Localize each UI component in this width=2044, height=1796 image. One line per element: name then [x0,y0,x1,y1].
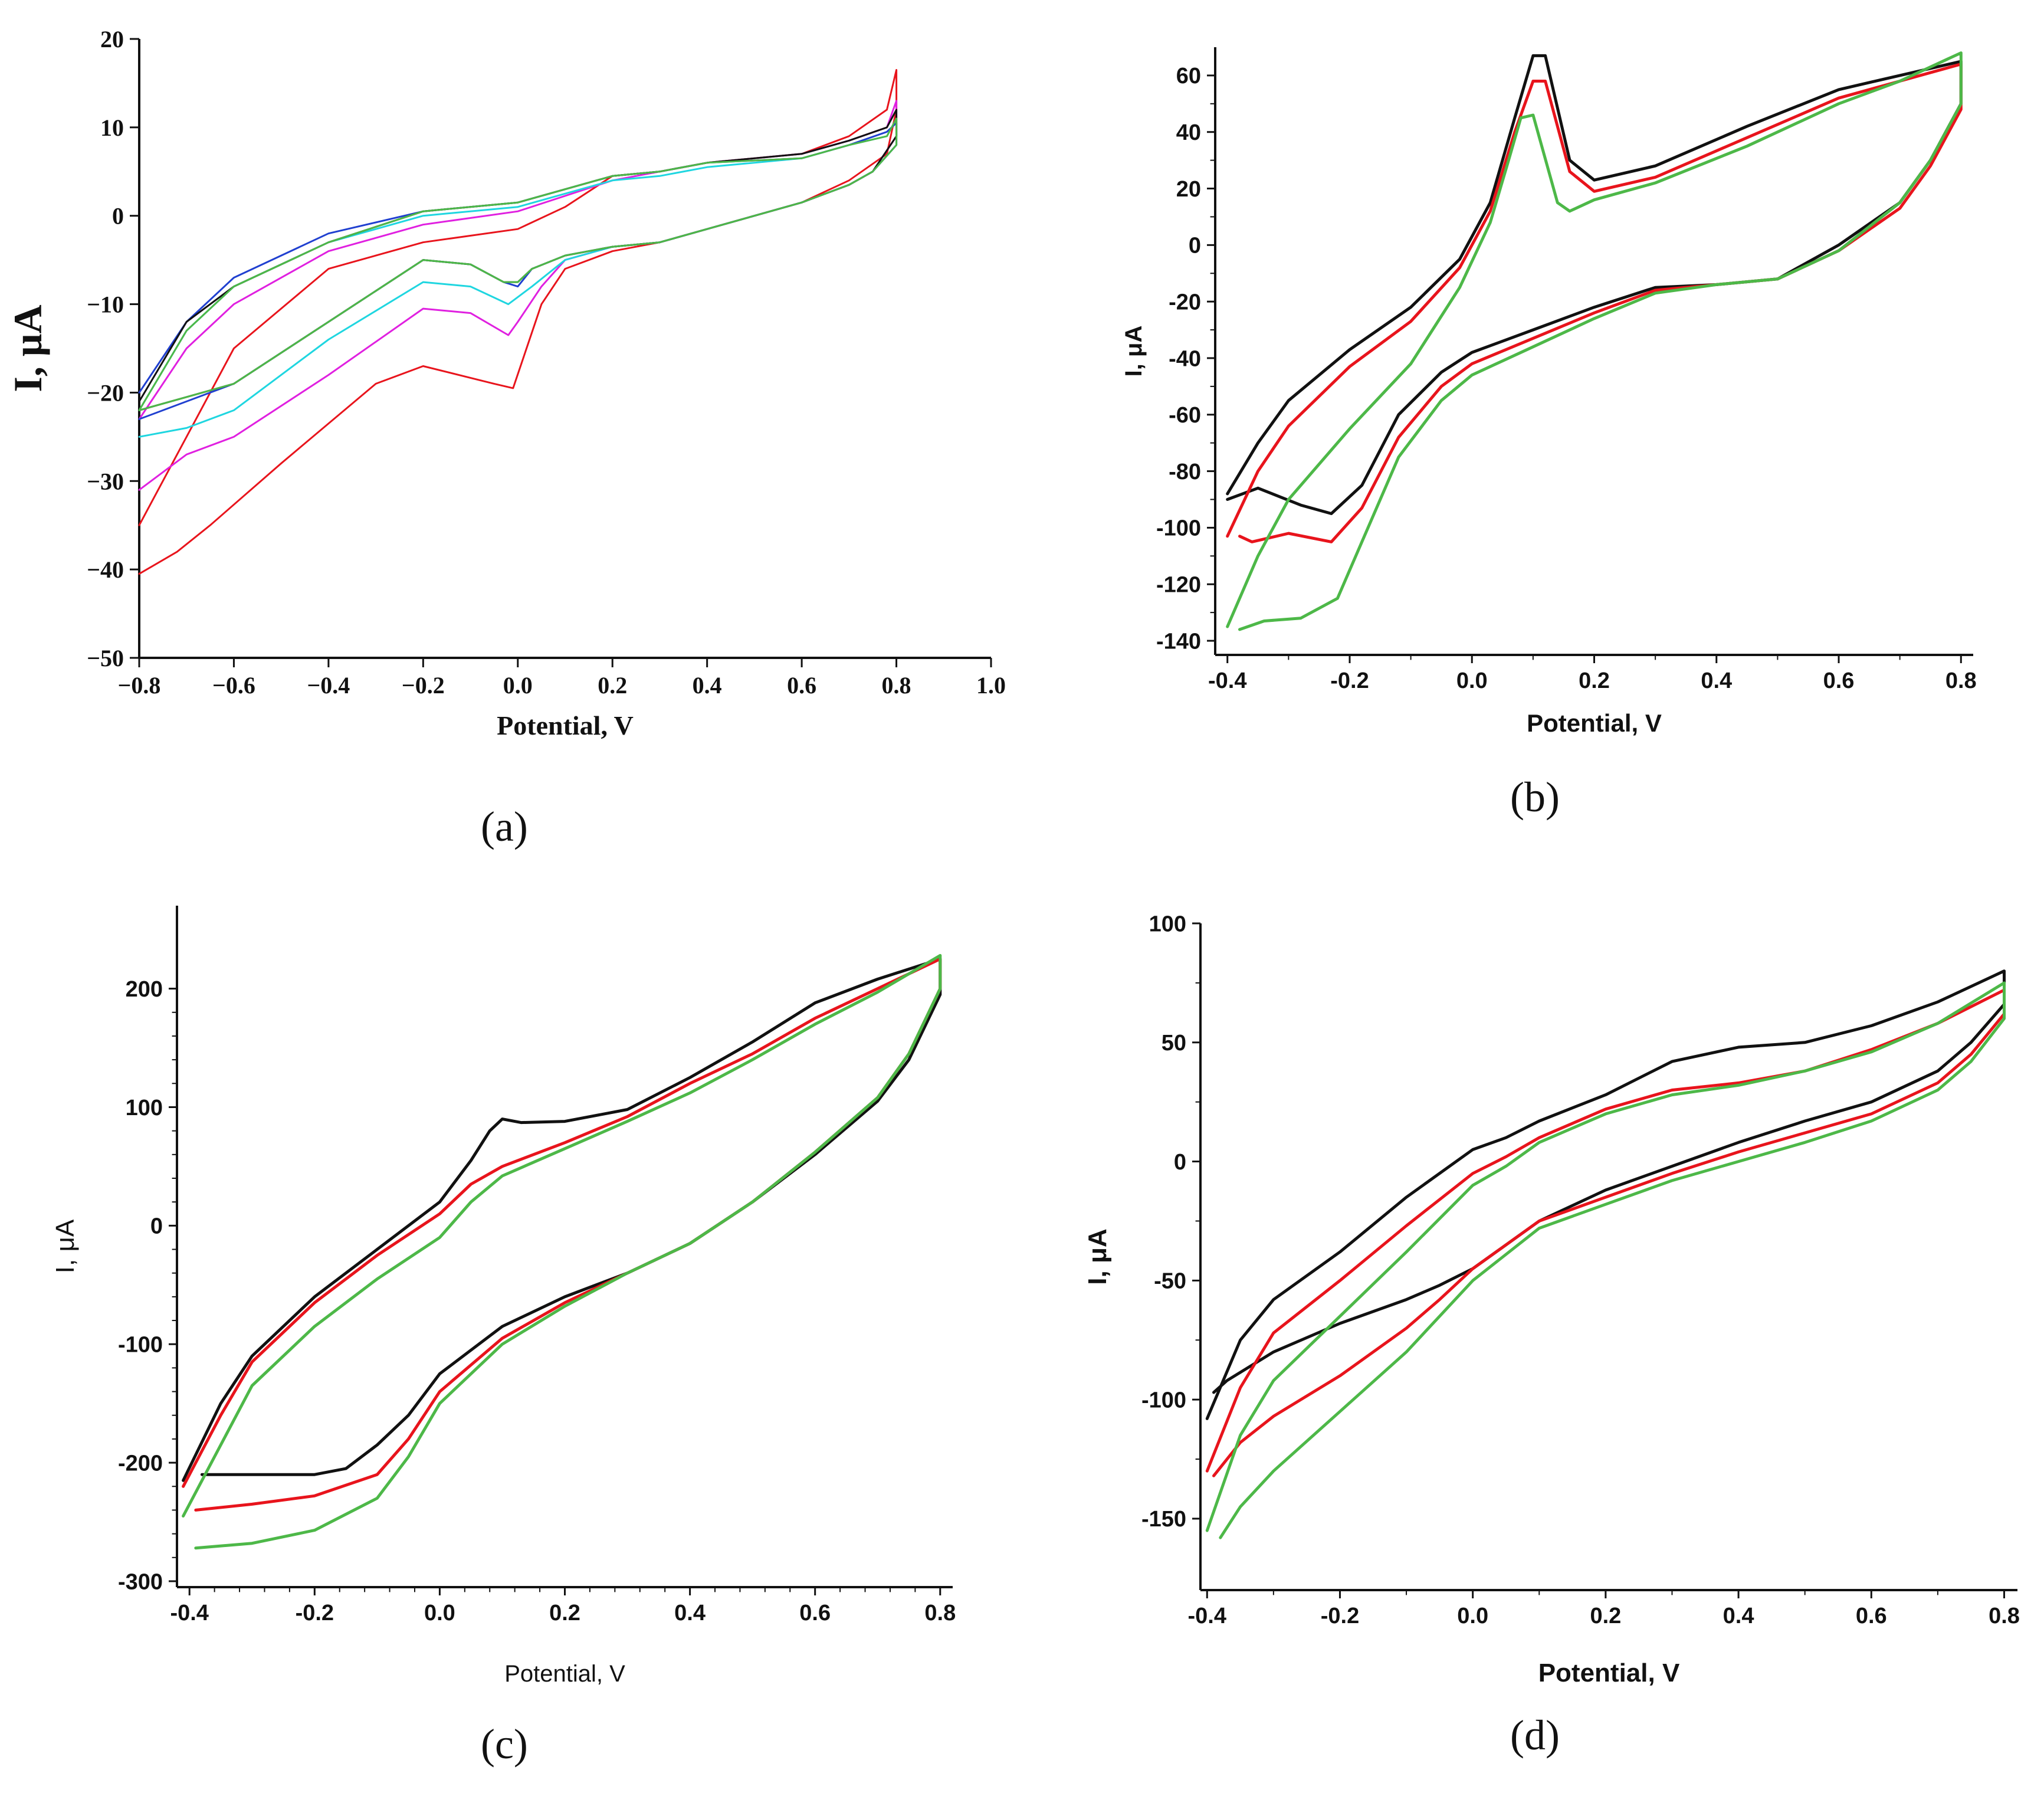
y-axis-label: I, μA [51,1219,80,1273]
x-tick-label: -0.2 [296,1601,334,1625]
series-line-green [1226,51,1963,631]
y-tick-label: 0 [112,203,124,230]
x-tick-label: 0.4 [1723,1604,1754,1628]
chart-panel-b: -0.4 -0.2 0.0 0.2 0.4 0.6 0.8 -140 -120 -100 -80 -6… [1121,47,1977,737]
x-tick-label: 0.2 [549,1601,580,1625]
x-tick-label: 0.0 [503,672,533,699]
series-line-red [1205,988,2006,1477]
chart-panel-c: -0.4 -0.2 0.0 0.2 0.4 0.6 0.8 -300 -200 -100 0 100 2… [51,906,956,1687]
x-tick-label: 0.0 [424,1601,455,1625]
y-tick-label: -150 [1141,1507,1186,1532]
series-line-green [1205,981,2006,1539]
x-tick-label: 0.8 [1989,1604,2020,1628]
x-tick-label: 0.4 [674,1601,706,1625]
chart-panel-a: −0.8 −0.6 −0.4 −0.2 0.0 0.2 0.4 0.6 0.8 1.0 −50 −40… [5,26,1006,740]
x-tick-label: 0.6 [787,672,816,699]
x-tick-label: 0.6 [799,1601,831,1625]
y-tick-label: -20 [1169,290,1201,314]
series-line-green [182,953,942,1550]
y-tick-label: −40 [87,556,124,583]
x-tick-label: −0.6 [212,672,255,699]
series-line-red [138,69,898,575]
x-tick-label: 0.0 [1457,1604,1488,1628]
y-axis-label: I, μA [1121,326,1147,377]
y-tick-label: 100 [126,1096,163,1120]
y-tick-label: -100 [1156,516,1201,541]
x-tick-label: −0.2 [402,672,445,699]
x-tick-label: 0.6 [1856,1604,1887,1628]
y-tick-label: 40 [1176,120,1201,145]
x-tick-label: 0.8 [924,1601,956,1625]
y-tick-label: 20 [100,26,124,53]
y-tick-label: 0 [1174,1150,1186,1175]
x-tick-label: 1.0 [976,672,1006,699]
y-tick-label: -50 [1154,1269,1186,1294]
x-axis-label: Potential, V [497,710,634,740]
x-tick-label: -0.4 [170,1601,208,1625]
panel-label-d: (d) [1510,1712,1560,1759]
x-tick-label: −0.4 [307,672,350,699]
series-line-green [138,117,898,411]
y-tick-label: -80 [1169,460,1201,484]
y-tick-label: -140 [1156,629,1201,654]
x-tick-label: 0.6 [1823,668,1855,693]
x-tick-label: 0.8 [1945,668,1977,693]
y-tick-label: −30 [87,468,124,494]
y-tick-label: -120 [1156,573,1201,598]
x-tick-label: 0.8 [882,672,911,699]
y-tick-label: 200 [126,977,163,1002]
x-tick-label: 0.2 [1590,1604,1621,1628]
y-tick-label: -40 [1169,346,1201,371]
y-tick-label: -100 [1141,1388,1186,1412]
x-tick-label: -0.4 [1188,1604,1226,1628]
x-tick-label: -0.2 [1330,668,1369,693]
y-tick-label: -60 [1169,403,1201,428]
y-tick-label: −10 [87,291,124,318]
x-axis-label: Potential, V [1527,709,1662,737]
y-tick-label: −50 [87,645,124,671]
x-axis-label: Potential, V [504,1661,625,1687]
y-tick-label: 0 [1189,234,1201,258]
y-tick-label: −20 [87,379,124,406]
y-tick-label: 0 [150,1214,163,1239]
series-line-black [1205,969,2006,1420]
panel-label-a: (a) [481,803,528,850]
x-tick-label: -0.4 [1208,668,1246,693]
x-tick-label: 0.2 [598,672,627,699]
series-line-black [138,109,898,411]
chart-panel-d: -0.4 -0.2 0.0 0.2 0.4 0.6 0.8 -150 -100 -50 0 50 100… [1083,912,2020,1687]
panel-label-b: (b) [1510,774,1560,821]
y-tick-label: -200 [118,1451,163,1476]
y-tick-label: 10 [100,114,124,141]
y-axis-label: I, μA [1083,1228,1112,1284]
x-tick-label: −0.8 [118,672,161,699]
x-tick-label: 0.4 [1701,668,1732,693]
y-tick-label: -100 [118,1333,163,1358]
y-tick-label: 100 [1149,912,1186,936]
panel-label-c: (c) [481,1720,528,1768]
x-axis-label: Potential, V [1538,1659,1680,1687]
x-tick-label: 0.0 [1456,668,1488,693]
series-line-red [1226,63,1963,543]
x-tick-label: -0.2 [1321,1604,1359,1628]
y-tick-label: -300 [118,1569,163,1594]
y-tick-label: 50 [1162,1031,1186,1056]
y-tick-label: 60 [1176,64,1201,89]
x-tick-label: 0.4 [693,672,722,699]
series-line-red [182,957,942,1512]
x-tick-label: 0.2 [1579,668,1610,693]
y-tick-label: 20 [1176,177,1201,202]
series-line-black [182,957,942,1482]
y-axis-label: I, μA [5,304,50,392]
